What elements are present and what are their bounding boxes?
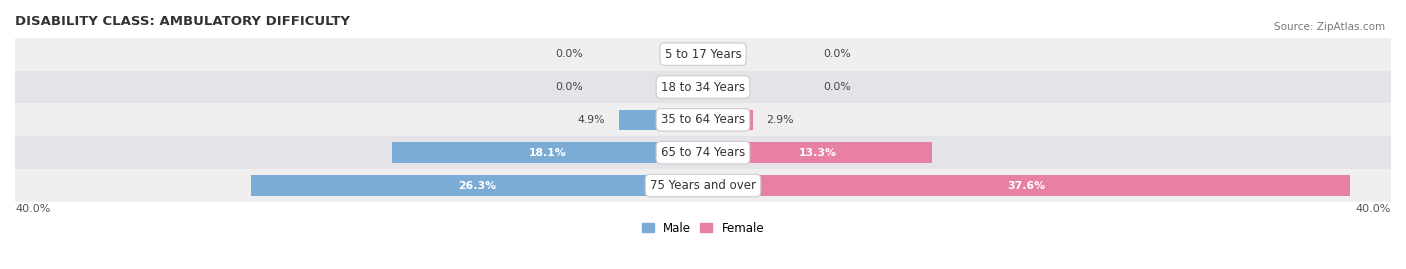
- Text: Source: ZipAtlas.com: Source: ZipAtlas.com: [1274, 22, 1385, 31]
- Text: 2.9%: 2.9%: [766, 115, 794, 125]
- Bar: [703, 110, 752, 130]
- Bar: [619, 110, 703, 130]
- Text: 40.0%: 40.0%: [1355, 204, 1391, 214]
- Text: 4.9%: 4.9%: [578, 115, 605, 125]
- Text: 40.0%: 40.0%: [15, 204, 51, 214]
- Text: DISABILITY CLASS: AMBULATORY DIFFICULTY: DISABILITY CLASS: AMBULATORY DIFFICULTY: [15, 15, 350, 28]
- Text: 18 to 34 Years: 18 to 34 Years: [661, 80, 745, 94]
- Text: 18.1%: 18.1%: [529, 148, 567, 158]
- Bar: [392, 143, 703, 163]
- Bar: [15, 70, 1391, 103]
- Bar: [703, 175, 1350, 196]
- Text: 65 to 74 Years: 65 to 74 Years: [661, 146, 745, 159]
- Bar: [250, 175, 703, 196]
- Text: 35 to 64 Years: 35 to 64 Years: [661, 113, 745, 126]
- Bar: [15, 38, 1391, 70]
- Text: 75 Years and over: 75 Years and over: [650, 179, 756, 192]
- Text: 0.0%: 0.0%: [555, 82, 582, 92]
- Text: 0.0%: 0.0%: [824, 82, 851, 92]
- Text: 13.3%: 13.3%: [799, 148, 837, 158]
- Bar: [15, 103, 1391, 136]
- Bar: [15, 136, 1391, 169]
- Text: 5 to 17 Years: 5 to 17 Years: [665, 48, 741, 61]
- Text: 0.0%: 0.0%: [555, 49, 582, 59]
- Text: 0.0%: 0.0%: [824, 49, 851, 59]
- Legend: Male, Female: Male, Female: [641, 221, 765, 235]
- Bar: [703, 143, 932, 163]
- Bar: [15, 169, 1391, 202]
- Text: 26.3%: 26.3%: [458, 180, 496, 190]
- Text: 37.6%: 37.6%: [1007, 180, 1046, 190]
